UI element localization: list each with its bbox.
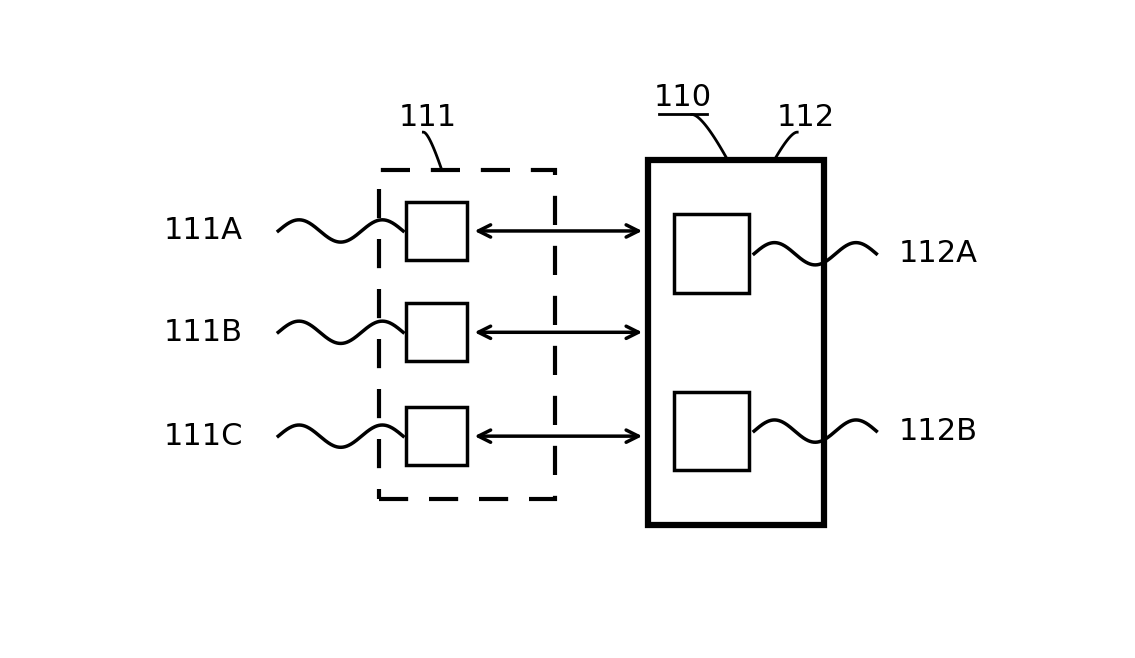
- Bar: [379, 170, 555, 499]
- Text: 111A: 111A: [165, 216, 243, 245]
- Text: 110: 110: [654, 83, 712, 112]
- Bar: [674, 215, 749, 293]
- Text: 111C: 111C: [163, 422, 243, 451]
- Bar: [648, 160, 824, 525]
- Bar: [406, 202, 468, 260]
- Text: 111B: 111B: [165, 318, 243, 347]
- Text: 112B: 112B: [899, 417, 977, 445]
- Bar: [406, 303, 468, 361]
- Text: 111: 111: [398, 103, 456, 132]
- Bar: [406, 407, 468, 465]
- Bar: [674, 392, 749, 470]
- Text: 112: 112: [777, 103, 835, 132]
- Text: 112A: 112A: [899, 240, 977, 268]
